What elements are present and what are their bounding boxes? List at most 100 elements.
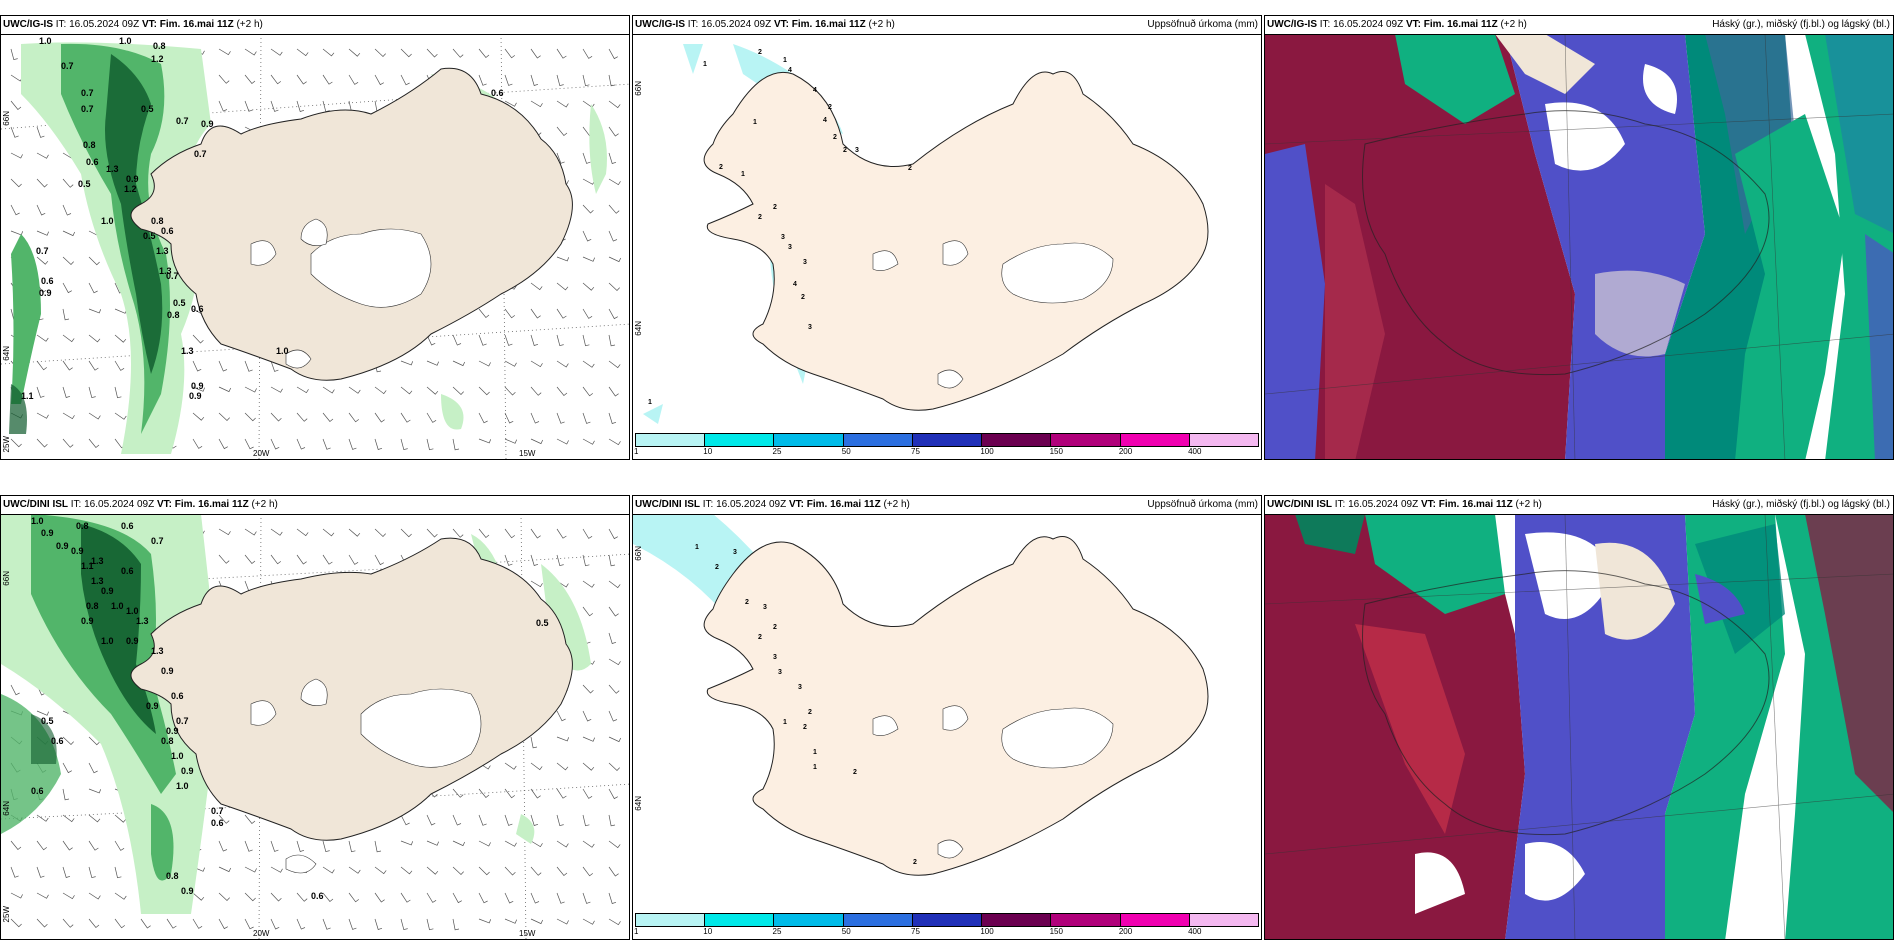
wind-barb [400,438,408,451]
contour-label: 0.8 [76,521,89,531]
contour-label: 2 [715,564,719,571]
contour-label: 1.0 [171,751,184,761]
wind-barb [582,918,595,925]
colorbar-swatch [1189,914,1258,926]
wind-barb [582,866,594,877]
contour-label: 0.7 [176,716,189,726]
contour-label: 0.9 [101,586,114,596]
wind-barb [244,412,256,422]
accumulated-precip-map: 1 3 2 2 3 2 2 3 3 3 2 1 2 1 1 2 2 [633,514,1261,939]
wind-barb [10,204,20,216]
wind-barb [504,360,517,367]
contour-label: 0.6 [211,818,224,828]
wind-barb [10,684,20,696]
wind-barb [556,892,565,904]
wind-barb [244,438,254,450]
wind-barb [504,412,514,424]
wind-barb [608,892,617,904]
wind-barb [608,48,618,60]
wind-barb [452,918,460,931]
wind-barb [530,918,544,925]
wind-barb [478,788,490,798]
contour-label: 1.3 [91,576,104,586]
wind-barb [478,74,487,86]
wind-barb [322,840,330,853]
contour-label: 1 [753,119,757,126]
contour-label: 0.9 [166,726,179,736]
wind-barb [582,308,593,319]
wind-barb [608,334,616,347]
iceland-land [130,537,573,841]
wind-barb [504,100,517,107]
wind-barb [192,334,204,344]
wind-barb [478,334,487,346]
wind-barb [10,438,22,448]
wind-barb [478,360,491,367]
wind-barb [348,892,360,903]
wind-barb [296,438,306,450]
init-time: IT: 16.05.2024 09Z [687,19,772,30]
wind-barb [556,710,566,722]
contour-label: 1 [813,749,817,756]
wind-barb [426,360,440,366]
wind-barb [530,334,539,346]
colorbar-swatch [774,914,844,926]
wind-barb [608,152,617,164]
wind-barb [296,528,309,537]
wind-barb [608,606,619,617]
contour-label: 2 [719,164,723,171]
wind-barb [374,412,385,423]
wind-barb [36,814,49,822]
wind-barb [582,48,593,59]
contour-label: 0.8 [86,601,99,611]
wind-barb [608,736,622,743]
wind-barb [556,736,570,742]
wind-barb [36,840,48,851]
wind-barb [582,412,591,424]
wind-barb [504,528,516,539]
contour-label: 0.8 [83,140,96,150]
wind-barb [504,308,516,319]
wind-barb [556,866,568,876]
wind-barb [62,386,71,398]
colorbar-label: 200 [1118,927,1133,936]
contour-label: 1.0 [276,346,289,356]
contour-label: 0.5 [143,231,156,241]
contour-label: 3 [855,147,859,154]
contour-label: 0.9 [181,766,194,776]
wind-barb [270,48,283,56]
wind-barb [426,918,434,931]
wind-barb [452,528,464,538]
wind-barb [556,308,567,319]
wind-barb [114,386,122,399]
wind-barb [426,386,439,395]
panel-top-middle: UWC/IG-IS IT: 16.05.2024 09Z VT: Fim. 16… [632,15,1262,460]
contour-label: 1.3 [181,346,194,356]
wind-barb [426,814,436,826]
wind-barb [582,580,595,588]
wind-barb [374,48,386,57]
contour-label: 0.9 [189,391,202,401]
wind-barb [400,360,414,366]
lat-label-66n: 66N [634,546,643,561]
panel-header: UWC/IG-IS IT: 16.05.2024 09Z VT: Fim. 16… [1265,16,1893,35]
wind-barb [62,918,74,928]
panel-bottom-right: UWC/DINI ISL IT: 16.05.2024 09Z VT: Fim.… [1264,495,1894,940]
contour-label: 1 [703,61,707,68]
wind-barb [608,632,617,644]
wind-barb [504,334,513,346]
wind-barb [608,412,617,424]
wind-barb [218,74,230,84]
wind-barb [88,282,98,294]
wind-barb [582,840,595,848]
wind-barb [582,74,590,87]
wind-barb [452,48,464,58]
panel-subtitle: Háský (gr.), miðský (fj.bl.) og lágský (… [1712,19,1890,30]
contour-label: 2 [758,49,762,56]
wind-barb [582,230,592,242]
wind-barb [270,386,283,393]
wind-barb [530,438,544,445]
wind-barb [582,100,595,108]
wind-barb [504,840,517,847]
wind-barb [88,386,96,399]
